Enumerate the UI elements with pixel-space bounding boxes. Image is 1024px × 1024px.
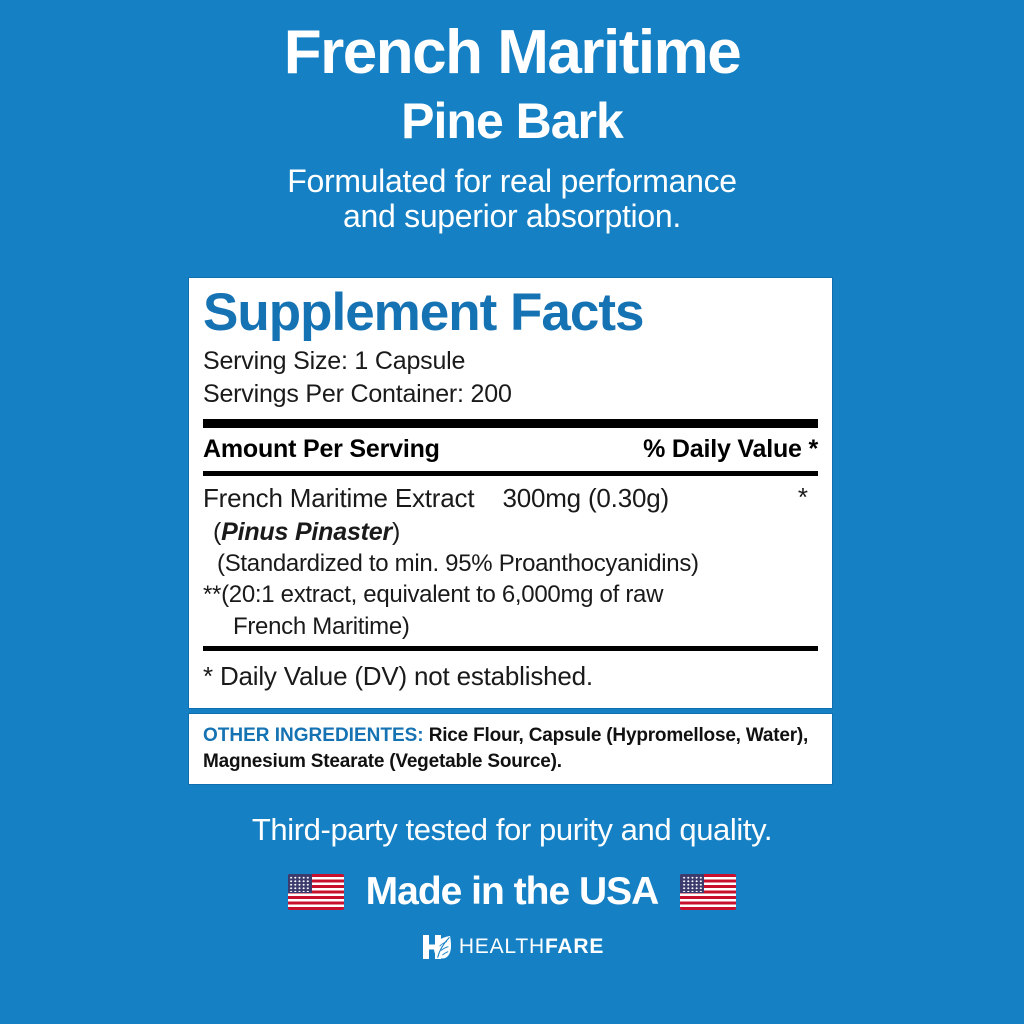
third-party-tested-text: Third-party tested for purity and qualit… (251, 812, 773, 847)
made-in-usa-text: Made in the USA (365, 870, 660, 913)
other-ingredients-list: Rice Flour, Capsule (Hypromellose, Water… (203, 724, 809, 772)
paren-close: ) (392, 517, 401, 546)
product-tagline: Formulated for real performance and supe… (0, 164, 1024, 233)
tagline-line2: and superior absorption. (343, 197, 681, 234)
ingredient-name-amount: French Maritime Extract 300mg (0.30g) (203, 483, 669, 513)
flag-canton (287, 874, 312, 894)
amount-per-serving-header: Amount Per Serving (203, 435, 440, 463)
flag-canton (680, 874, 705, 894)
tagline-line1: Formulated for real performance (287, 163, 737, 199)
other-ingredients-label: OTHER INGREDIENTES: (203, 724, 424, 746)
serving-size: Serving Size: 1 Capsule (203, 347, 466, 375)
other-ingredients-box: OTHER INGREDIENTES: Rice Flour, Capsule … (188, 712, 833, 786)
divider-thick-top (203, 419, 818, 428)
product-title-line1: French Maritime (283, 18, 742, 87)
brand-name-health: HEALTH (458, 935, 545, 958)
brand-name: HEALTHFARE (459, 935, 604, 959)
daily-value-header: % Daily Value * (643, 435, 818, 463)
supplement-facts-panel: Supplement Facts Serving Size: 1 Capsule… (188, 277, 833, 786)
divider-mid (203, 471, 818, 476)
footer-section: Third-party tested for purity and qualit… (0, 812, 1024, 964)
ingredient-standardization: (Standardized to min. 95% Proanthocyanid… (217, 550, 699, 578)
ingredient-row: French Maritime Extract 300mg (0.30g) (P… (203, 476, 818, 646)
daily-value-footnote: * Daily Value (DV) not established. (203, 660, 593, 691)
table-header-row: Amount Per Serving % Daily Value * (203, 428, 818, 471)
brand-logo: HEALTHFARE (0, 930, 1024, 964)
us-flag-icon-left (287, 874, 344, 910)
servings-per-container: Servings Per Container: 200 (203, 380, 512, 408)
product-title-line2: Pine Bark (401, 93, 624, 149)
ingredient-equivalence-line2: French Maritime) (233, 612, 410, 640)
ingredient-equivalence-line1: **(20:1 extract, equivalent to 6,000mg o… (203, 581, 664, 609)
divider-mid-bottom (203, 645, 818, 651)
ingredient-lines: French Maritime Extract 300mg (0.30g) (P… (203, 482, 818, 642)
made-in-usa-row: Made in the USA (0, 870, 1024, 914)
latin-binomial: Pinus Pinaster (221, 517, 393, 546)
hero-section: French Maritime Pine Bark Formulated for… (0, 0, 1024, 233)
supplement-facts-title: Supplement Facts (203, 283, 644, 342)
healthfare-leaf-h-icon (420, 930, 454, 964)
other-ingredients-text: OTHER INGREDIENTES: Rice Flour, Capsule … (203, 723, 818, 774)
ingredient-latin-name: (Pinus Pinaster) (203, 516, 818, 549)
ingredient-daily-value: * (797, 482, 808, 512)
supplement-facts-box: Supplement Facts Serving Size: 1 Capsule… (188, 277, 833, 709)
paren-open: ( (213, 517, 222, 546)
us-flag-icon-right (680, 874, 737, 910)
brand-name-fare: FARE (544, 935, 605, 958)
